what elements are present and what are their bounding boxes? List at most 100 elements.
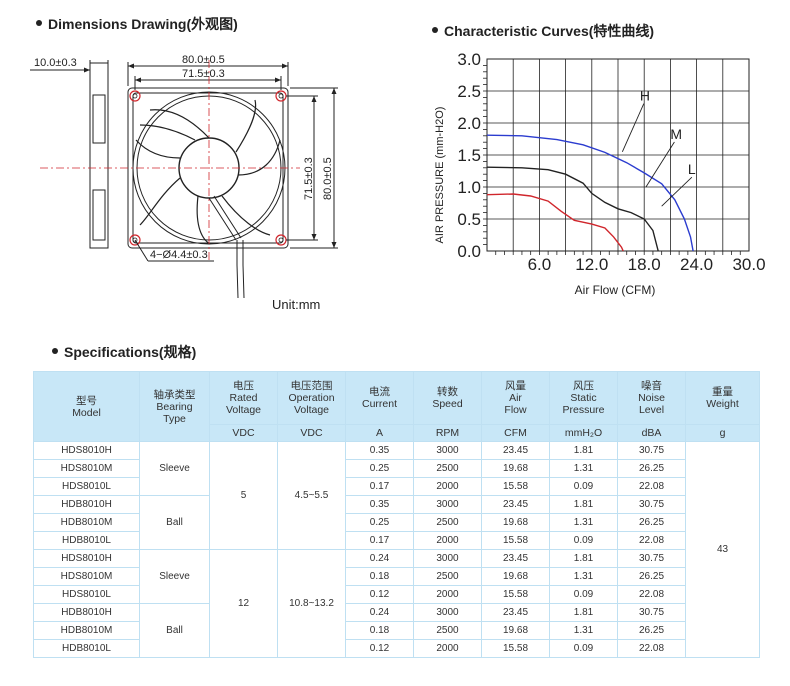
unit-speed: RPM xyxy=(413,424,482,442)
header-rated-voltage: 电压 Rated Voltage xyxy=(209,371,278,425)
pressure-cell: 1.81 xyxy=(549,549,618,568)
noise-cell: 22.08 xyxy=(617,639,686,658)
series-label-l: L xyxy=(688,161,696,177)
noise-cell: 22.08 xyxy=(617,477,686,496)
airflow-cell: 15.58 xyxy=(481,531,550,550)
y-tick-label: 2.0 xyxy=(457,114,481,133)
table-body: HDS8010H Sleeve 5 4.5~5.5 0.35 3000 23.45 1.81 3… xyxy=(33,441,760,658)
y-tick-label: 3.0 xyxy=(457,50,481,69)
chart-y-axis-label: AIR PRESSURE (mm-H2O) xyxy=(434,107,446,244)
hole-diameter-label: 4−Ø4.4±0.3 xyxy=(150,249,208,261)
airflow-cell: 15.58 xyxy=(481,639,550,658)
speed-cell: 3000 xyxy=(413,603,482,622)
current-cell: 0.35 xyxy=(345,441,414,460)
model-cell: HDS8010M xyxy=(33,459,140,478)
airflow-cell: 19.68 xyxy=(481,513,550,532)
noise-cell: 26.25 xyxy=(617,513,686,532)
model-cell: HDS8010L xyxy=(33,585,140,604)
rated-voltage-cell: 5 xyxy=(209,441,278,550)
noise-cell: 30.75 xyxy=(617,549,686,568)
bearing-cell: Ball xyxy=(139,495,210,550)
operation-voltage-cell: 10.8~13.2 xyxy=(277,549,346,658)
curves-section-title: Characteristic Curves(特性曲线) xyxy=(432,21,654,41)
y-tick-label: 1.0 xyxy=(457,178,481,197)
y-tick-label: 2.5 xyxy=(457,82,481,101)
rated-voltage-cell: 12 xyxy=(209,549,278,658)
header-speed: 转数 Speed xyxy=(413,371,482,425)
current-cell: 0.17 xyxy=(345,531,414,550)
unit-label: Unit:mm xyxy=(272,297,321,312)
x-tick-label: 6.0 xyxy=(528,255,552,274)
table-row: HDB8010M 0.18 2500 19.68 1.31 26.25 xyxy=(33,621,760,640)
unit-noise: dBA xyxy=(617,424,686,442)
y-tick-label: 0.5 xyxy=(457,210,481,229)
bearing-cell: Sleeve xyxy=(139,441,210,496)
weight-cell: 43 xyxy=(685,441,760,658)
chart-x-axis-label: Air Flow (CFM) xyxy=(575,283,656,297)
dimensions-section-title: Dimensions Drawing(外观图) xyxy=(36,14,238,34)
airflow-cell: 23.45 xyxy=(481,603,550,622)
current-cell: 0.25 xyxy=(345,513,414,532)
noise-cell: 30.75 xyxy=(617,441,686,460)
header-current: 电流 Current xyxy=(345,371,414,425)
header-operation-voltage: 电压范围 Operation Voltage xyxy=(277,371,346,425)
unit-weight: g xyxy=(685,424,760,442)
table-unit-row: VDC VDC A RPM CFM mmH₂O dBA g xyxy=(34,424,760,442)
model-cell: HDS8010H xyxy=(33,549,140,568)
airflow-cell: 23.45 xyxy=(481,441,550,460)
table-row: HDS8010L 0.17 2000 15.58 0.09 22.08 xyxy=(33,477,760,496)
model-cell: HDB8010H xyxy=(33,603,140,622)
unit-static-pressure: mmH₂O xyxy=(549,424,618,442)
outer-width-label: 80.0±0.5 xyxy=(182,54,225,66)
model-cell: HDS8010M xyxy=(33,567,140,586)
bearing-cell: Sleeve xyxy=(139,549,210,604)
fan-side-view xyxy=(89,62,109,249)
table-row: HDS8010L 0.12 2000 15.58 0.09 22.08 xyxy=(33,585,760,604)
speed-cell: 2000 xyxy=(413,585,482,604)
airflow-cell: 19.68 xyxy=(481,567,550,586)
pressure-cell: 0.09 xyxy=(549,585,618,604)
pressure-cell: 1.81 xyxy=(549,441,618,460)
current-cell: 0.24 xyxy=(345,603,414,622)
series-callout-line xyxy=(621,103,645,152)
chart-series: H M L xyxy=(486,88,696,252)
fan-blades xyxy=(135,99,281,245)
table-row: HDB8010L 0.12 2000 15.58 0.09 22.08 xyxy=(33,639,760,658)
table-header-row: 型号 Model 轴承类型 Bearing Type 电压 Rated Voltage 电… xyxy=(33,371,760,442)
model-cell: HDB8010L xyxy=(33,531,140,550)
noise-cell: 30.75 xyxy=(617,603,686,622)
operation-voltage-cell: 4.5~5.5 xyxy=(277,441,346,550)
y-tick-label: 1.5 xyxy=(457,146,481,165)
chart-ticks: 0.0 0.5 1.0 1.5 2.0 2.5 3.0 6.0 12.0 18.0 24.0 30.0 xyxy=(457,50,765,274)
x-tick-label: 30.0 xyxy=(732,255,765,274)
noise-cell: 22.08 xyxy=(617,585,686,604)
chart-axes xyxy=(483,58,750,255)
bullet-icon xyxy=(36,20,42,27)
pressure-cell: 0.09 xyxy=(549,477,618,496)
model-cell: HDB8010H xyxy=(33,495,140,514)
header-bearing: 轴承类型 Bearing Type xyxy=(139,371,210,442)
speed-cell: 2000 xyxy=(413,639,482,658)
speed-cell: 2000 xyxy=(413,477,482,496)
speed-cell: 2500 xyxy=(413,567,482,586)
current-cell: 0.24 xyxy=(345,549,414,568)
noise-cell: 22.08 xyxy=(617,531,686,550)
header-model: 型号 Model xyxy=(33,371,140,442)
airflow-cell: 23.45 xyxy=(481,495,550,514)
model-cell: HDB8010L xyxy=(33,639,140,658)
current-cell: 0.12 xyxy=(345,639,414,658)
table-row: HDB8010H Ball 0.24 3000 23.45 1.81 30.75 xyxy=(33,603,760,658)
hole-span-label: 71.5±0.3 xyxy=(182,68,225,80)
airflow-cell: 23.45 xyxy=(481,549,550,568)
pressure-cell: 1.31 xyxy=(549,567,618,586)
bullet-icon xyxy=(52,348,58,355)
series-callout-line xyxy=(645,141,675,188)
outer-height-label: 80.0±0.5 xyxy=(322,157,334,200)
series-label-h: H xyxy=(640,88,650,104)
chart-grid xyxy=(487,59,749,251)
header-noise: 噪音 Noise Level xyxy=(617,371,686,425)
pressure-cell: 1.31 xyxy=(549,459,618,478)
speed-cell: 2500 xyxy=(413,621,482,640)
model-cell: HDB8010M xyxy=(33,621,140,640)
x-tick-label: 18.0 xyxy=(628,255,661,274)
